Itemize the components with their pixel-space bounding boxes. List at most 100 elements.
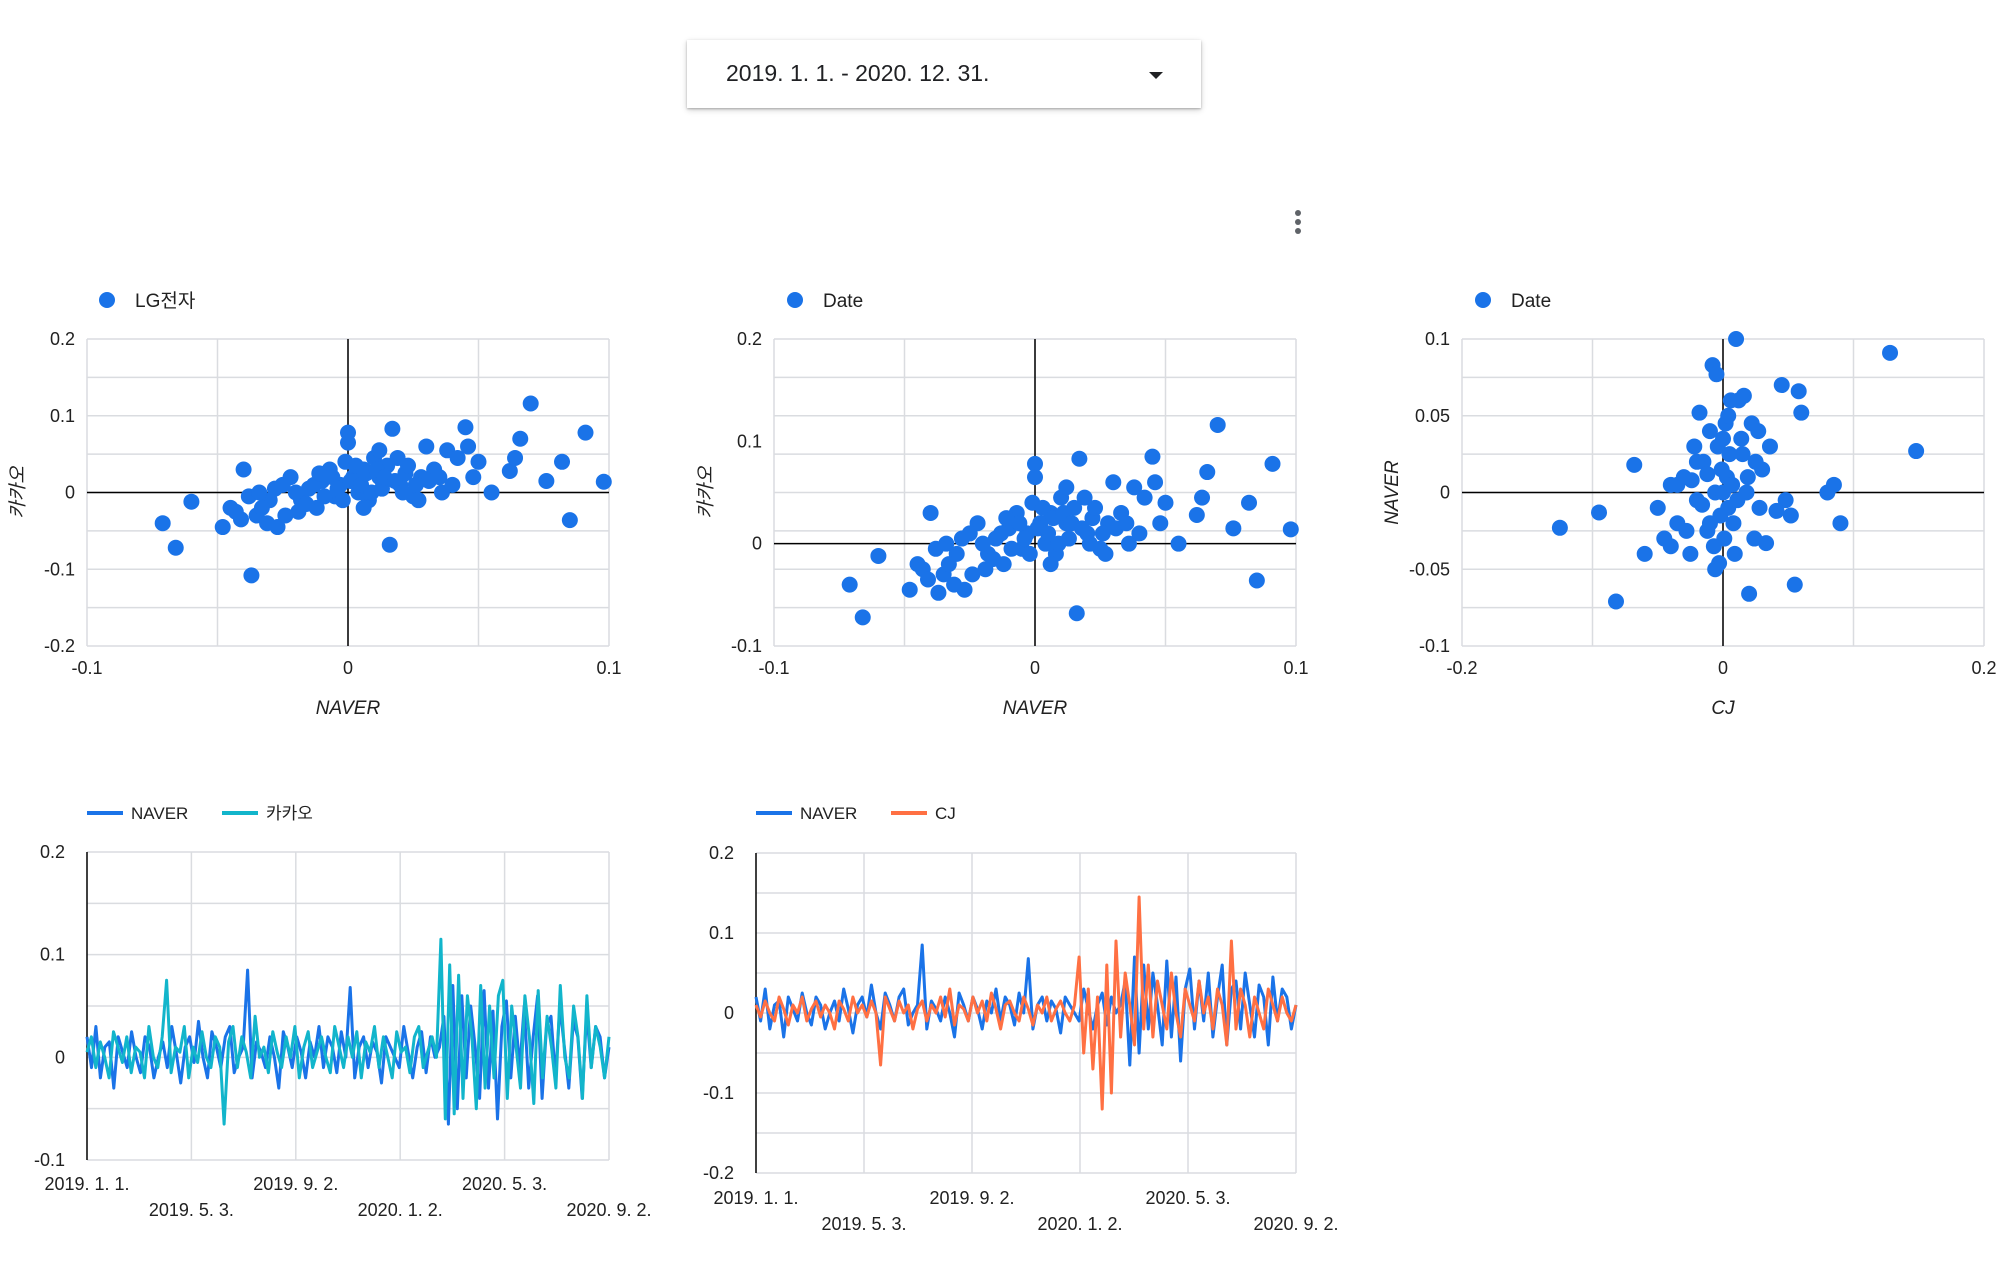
x-tick-label: 0.1 [596, 658, 621, 678]
scatter-point [1170, 535, 1187, 552]
scatter-point [1011, 515, 1028, 532]
scatter-point [1728, 331, 1745, 347]
scatter-point [938, 535, 955, 552]
scatter-point [389, 449, 406, 466]
scatter-point [1786, 576, 1803, 593]
scatter-point [1147, 474, 1164, 491]
date-range-label: 2019. 1. 1. - 2020. 12. 31. [726, 60, 990, 86]
scatter-point [538, 472, 555, 489]
scatter-point [1199, 464, 1216, 481]
scatter-point [154, 515, 171, 532]
series-line-NAVER [754, 943, 1298, 1067]
scatter-point [444, 476, 461, 493]
scatter-point [214, 519, 231, 536]
scatter-point [251, 484, 268, 501]
scatter-point [940, 556, 957, 573]
scatter-point [1071, 450, 1088, 467]
scatter-point [1682, 545, 1699, 562]
y-axis-label: 카카오 [8, 465, 29, 519]
scatter-point [316, 488, 333, 505]
scatter-point [1683, 472, 1700, 489]
scatter-point [1705, 538, 1722, 555]
more-vert-icon[interactable] [1291, 210, 1305, 240]
scatter-point [340, 434, 356, 451]
scatter-point [1094, 525, 1111, 542]
scatter-point [1027, 455, 1043, 472]
scatter-point [235, 461, 252, 478]
arrow-drop-down-icon[interactable] [1149, 72, 1163, 79]
scatter-point [1081, 535, 1098, 552]
y-tick-label: 0.2 [737, 329, 762, 349]
x-tick-label: 2020. 1. 2. [1037, 1214, 1122, 1234]
scatter-point [1188, 507, 1205, 524]
x-tick-label: 2019. 9. 2. [929, 1188, 1014, 1208]
y-tick-label: -0.1 [703, 1083, 734, 1103]
scatter-point [384, 420, 401, 437]
scatter-point [901, 581, 918, 598]
scatter-point [1739, 469, 1756, 486]
scatter-point [1241, 494, 1258, 511]
scatter-point [183, 493, 200, 510]
y-tick-label: 0 [1440, 483, 1450, 503]
scatter-point [287, 484, 304, 501]
scatter-point [418, 438, 435, 455]
scatter-point [1060, 530, 1077, 547]
x-tick-label: 0 [343, 658, 353, 678]
scatter-point [274, 476, 291, 493]
x-axis-label: NAVER [1003, 698, 1068, 719]
scatter-point [919, 571, 936, 588]
scatter-point [167, 539, 184, 556]
scatter-point [1793, 404, 1810, 421]
date-range-control[interactable]: 2019. 1. 1. - 2020. 12. 31. [687, 40, 1201, 108]
scatter-point [1021, 545, 1038, 562]
y-tick-label: -0.1 [44, 559, 75, 579]
scatter-point [290, 503, 307, 520]
scatter-point [1882, 344, 1899, 361]
scatter-point [311, 465, 328, 482]
scatter-point [1076, 489, 1093, 506]
scatter-point [854, 609, 871, 626]
scatter-point [1626, 456, 1643, 473]
scatter-point [1662, 538, 1679, 555]
scatter-point [595, 473, 612, 490]
scatter-point [1040, 525, 1057, 542]
y-tick-label: 0.1 [50, 406, 75, 426]
scatter-point [1754, 461, 1771, 478]
scatter-point [1194, 489, 1211, 506]
scatter-point [993, 525, 1010, 542]
scatter-point [561, 512, 578, 529]
x-tick-label: 2020. 5. 3. [462, 1174, 547, 1194]
x-tick-label: 2019. 5. 3. [821, 1214, 906, 1234]
scatter-point [1034, 499, 1051, 516]
y-tick-label: 0 [752, 534, 762, 554]
x-tick-label: 2020. 9. 2. [566, 1200, 651, 1220]
legend-label: LG전자 [135, 290, 195, 312]
scatter-point [1724, 476, 1741, 493]
legend-label: NAVER [131, 804, 188, 823]
scatter-point [1746, 530, 1763, 547]
scatter-point [1551, 519, 1568, 536]
scatter-point [1708, 366, 1725, 383]
scatter-point [1768, 502, 1785, 519]
scatter-point [449, 449, 466, 466]
y-tick-label: 0.1 [40, 945, 65, 965]
scatter-point [1068, 605, 1085, 622]
scatter-point [507, 449, 524, 466]
scatter-point [1686, 438, 1703, 455]
scatter-point [1701, 515, 1718, 532]
scatter-point [1694, 496, 1711, 513]
scatter-point [243, 567, 260, 584]
scatter-point [1264, 455, 1281, 472]
scatter-point [410, 492, 427, 509]
scatter-point [1105, 474, 1122, 491]
y-tick-label: 0.1 [709, 923, 734, 943]
y-tick-label: -0.1 [731, 636, 762, 656]
line-chart-2: -0.2 -0.1 0 0.1 0.2 2019. 1. 1. 2019. 9. 2. 202… [703, 804, 1339, 1234]
x-tick-label: 2019. 1. 1. [713, 1188, 798, 1208]
scatter-point [431, 469, 448, 486]
scatter-point [1729, 492, 1746, 509]
scatter-point [1087, 499, 1104, 516]
scatter-point [1058, 479, 1075, 496]
x-tick-label: 2019. 9. 2. [253, 1174, 338, 1194]
scatter-point [1741, 585, 1758, 602]
